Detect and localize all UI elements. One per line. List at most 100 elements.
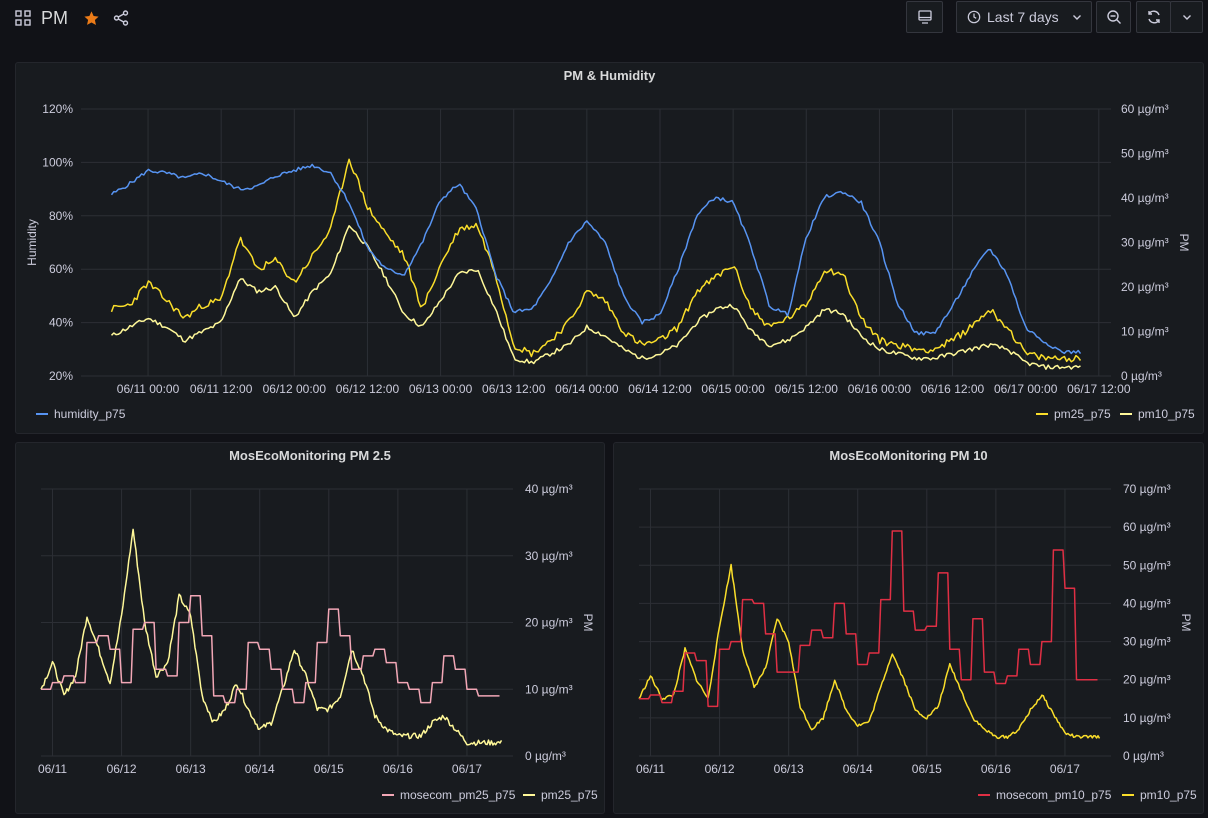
dashboard-title[interactable]: PM [41, 8, 68, 28]
clock-icon [967, 10, 981, 24]
dashboards-grid-icon[interactable] [14, 9, 32, 27]
panel-mosecom-pm10[interactable]: MosEcoMonitoring PM 10 0 µg/m³ 10 µg/m³ 20… [613, 442, 1204, 814]
x-tick-label: 06/15 00:00 [701, 382, 765, 396]
series-line-humidity [110, 163, 1082, 355]
legend-swatch [382, 794, 394, 796]
monitor-icon [917, 10, 932, 24]
panel-title[interactable]: MosEcoMonitoring PM 2.5 [229, 448, 391, 463]
legend-swatch [978, 794, 990, 796]
x-tick-label: 06/13 [774, 762, 804, 776]
y-tick-label-left: 100% [42, 155, 73, 169]
top-bar: PM Last 7 days [0, 0, 1208, 40]
y-axis-label-right: PM [1177, 234, 1191, 252]
legend-label: pm10_p75 [1138, 407, 1195, 421]
chart-mosecom-pm10[interactable]: 0 µg/m³ 10 µg/m³ 20 µg/m³ 30 µg/m³ 40 µg/m³ 5… [614, 443, 1203, 813]
y-tick-label-right: 0 µg/m³ [1123, 749, 1164, 763]
legend-swatch [1036, 413, 1048, 415]
x-tick-label: 06/11 00:00 [117, 382, 180, 396]
star-icon[interactable] [82, 9, 100, 27]
x-tick-label: 06/17 00:00 [994, 382, 1058, 396]
x-tick-label: 06/12 [107, 762, 137, 776]
series-line-pm25 [110, 158, 1082, 363]
chevron-down-icon [1182, 15, 1191, 20]
legend-item-pm10[interactable]: pm10_p75 [1122, 788, 1197, 802]
x-tick-label: 06/12 00:00 [263, 382, 327, 396]
y-tick-label-right: 10 µg/m³ [525, 682, 573, 696]
panel-title[interactable]: MosEcoMonitoring PM 10 [829, 448, 988, 463]
x-tick-label: 06/12 [705, 762, 735, 776]
x-tick-label: 06/13 12:00 [482, 382, 546, 396]
y-tick-label-right: 10 µg/m³ [1123, 711, 1171, 725]
zoom-out-button[interactable] [1096, 1, 1131, 33]
y-tick-label-right: 40 µg/m³ [525, 482, 573, 496]
refresh-icon [1147, 10, 1160, 24]
x-tick-label: 06/17 [1050, 762, 1080, 776]
legend-label: mosecom_pm25_p75 [400, 788, 516, 802]
legend-item-mosecom-pm25[interactable]: mosecom_pm25_p75 [382, 788, 515, 802]
y-axis-label-left: Humidity [25, 219, 39, 266]
x-tick-label: 06/15 [314, 762, 344, 776]
legend-swatch [36, 413, 48, 415]
series-line-pm10 [110, 225, 1081, 370]
legend-label: pm25_p75 [1054, 407, 1111, 421]
x-tick-label: 06/11 [38, 762, 67, 776]
panel-title[interactable]: PM & Humidity [563, 68, 656, 83]
x-tick-label: 06/16 00:00 [848, 382, 912, 396]
legend-item-pm10[interactable]: pm10_p75 [1120, 407, 1195, 421]
x-tick-label: 06/14 [245, 762, 275, 776]
y-tick-label-right: 20 µg/m³ [1123, 673, 1171, 687]
series-line-mosecom_pm25_p75 [41, 595, 500, 704]
y-tick-label-left: 120% [42, 102, 73, 116]
panel-mosecom-pm25[interactable]: MosEcoMonitoring PM 2.5 0 µg/m³ 10 µg/m³ 2… [15, 442, 605, 814]
chevron-down-icon [1073, 15, 1081, 20]
legend-item-humidity[interactable]: humidity_p75 [36, 407, 125, 421]
refresh-button[interactable] [1136, 1, 1171, 33]
y-tick-label-right: 10 µg/m³ [1121, 325, 1169, 339]
legend-item-pm25[interactable]: pm25_p75 [1036, 407, 1111, 421]
y-axis-label-right: PM [1179, 614, 1193, 632]
y-tick-label-right: 50 µg/m³ [1121, 147, 1169, 161]
y-tick-label-right: 70 µg/m³ [1123, 482, 1171, 496]
tv-mode-button[interactable] [906, 1, 943, 33]
y-tick-label-left: 20% [49, 369, 73, 383]
y-tick-label-right: 40 µg/m³ [1123, 596, 1171, 610]
series-line-mosecom_pm10_p75 [639, 530, 1098, 708]
x-tick-label: 06/16 [383, 762, 413, 776]
legend-swatch [523, 794, 535, 796]
time-range-label: Last 7 days [987, 9, 1059, 25]
refresh-interval-dropdown[interactable] [1170, 1, 1203, 33]
x-tick-label: 06/14 [843, 762, 873, 776]
x-tick-label: 06/13 00:00 [409, 382, 473, 396]
legend-item-mosecom-pm10[interactable]: mosecom_pm10_p75 [978, 788, 1111, 802]
y-tick-label-right: 30 µg/m³ [1121, 236, 1169, 250]
y-tick-label-right: 0 µg/m³ [525, 749, 566, 763]
x-tick-label: 06/15 12:00 [775, 382, 839, 396]
legend-swatch [1120, 413, 1132, 415]
y-tick-label-right: 60 µg/m³ [1123, 520, 1171, 534]
x-tick-label: 06/17 12:00 [1067, 382, 1131, 396]
x-tick-label: 06/14 00:00 [555, 382, 619, 396]
x-tick-label: 06/12 12:00 [336, 382, 400, 396]
time-range-picker[interactable]: Last 7 days [956, 1, 1092, 33]
y-tick-label-left: 40% [49, 316, 73, 330]
y-tick-label-right: 30 µg/m³ [1123, 635, 1171, 649]
x-tick-label: 06/13 [176, 762, 206, 776]
series-line-pm10_p75 [638, 563, 1101, 740]
legend-item-pm25[interactable]: pm25_p75 [523, 788, 598, 802]
y-tick-label-left: 80% [49, 209, 73, 223]
panel-pm-humidity[interactable]: PM & Humidity 20% 40% 60% 80% 100% 120% 0 µg/m… [15, 62, 1204, 434]
chart-mosecom-pm25[interactable]: 0 µg/m³ 10 µg/m³ 20 µg/m³ 30 µg/m³ 40 µg/m³ 0… [16, 443, 604, 813]
share-icon[interactable] [112, 9, 130, 27]
x-tick-label: 06/15 [912, 762, 942, 776]
y-axis-label-right: PM [581, 614, 595, 632]
legend-label: pm25_p75 [541, 788, 598, 802]
series-line-pm25_p75 [40, 528, 503, 747]
legend-label: humidity_p75 [54, 407, 126, 421]
y-tick-label-right: 20 µg/m³ [525, 616, 573, 630]
chart-pm-humidity[interactable]: 20% 40% 60% 80% 100% 120% 0 µg/m³ 10 µg/m³ 20 µg… [16, 63, 1203, 433]
y-tick-label-right: 0 µg/m³ [1121, 369, 1162, 383]
legend-label: mosecom_pm10_p75 [996, 788, 1112, 802]
x-tick-label: 06/14 12:00 [628, 382, 692, 396]
legend-swatch [1122, 794, 1134, 796]
x-tick-label: 06/17 [452, 762, 482, 776]
